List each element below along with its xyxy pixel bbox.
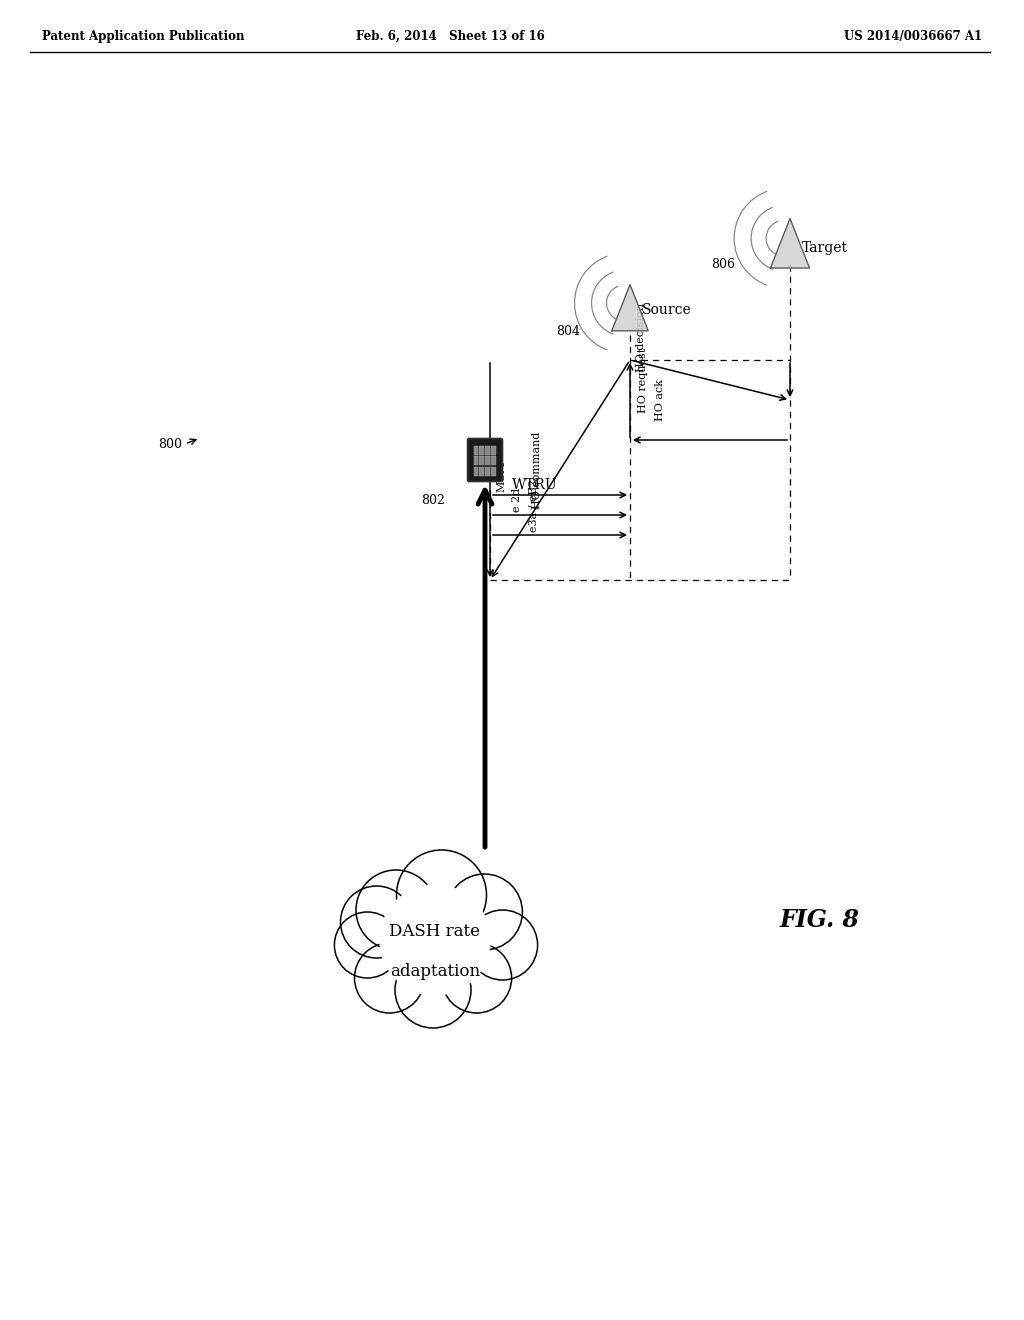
Polygon shape	[770, 219, 810, 268]
Circle shape	[468, 909, 538, 979]
Text: HO command: HO command	[532, 432, 542, 508]
Text: HO ack: HO ack	[655, 379, 665, 421]
Text: HO decision: HO decision	[636, 304, 646, 372]
Text: adaptation: adaptation	[390, 964, 480, 981]
Bar	[473, 446, 478, 455]
Text: e3a / eB2: e3a / eB2	[528, 479, 538, 532]
Bar	[479, 457, 484, 465]
Text: MCM: MCM	[496, 461, 506, 492]
Text: FIG. 8: FIG. 8	[780, 908, 860, 932]
Text: HO request: HO request	[638, 347, 648, 413]
Text: DASH rate: DASH rate	[389, 924, 480, 940]
Text: US 2014/0036667 A1: US 2014/0036667 A1	[844, 30, 982, 44]
Circle shape	[341, 886, 413, 958]
Circle shape	[396, 850, 486, 940]
Circle shape	[395, 952, 471, 1028]
Text: 806: 806	[711, 259, 735, 272]
Text: 804: 804	[556, 326, 580, 338]
Text: 800: 800	[158, 438, 182, 451]
Text: e 2d: e 2d	[512, 488, 522, 512]
Circle shape	[335, 912, 400, 978]
Bar	[485, 467, 489, 475]
Text: WTRU: WTRU	[512, 478, 558, 492]
Bar	[473, 467, 478, 475]
Circle shape	[446, 874, 522, 950]
Bar	[473, 457, 478, 465]
Polygon shape	[611, 285, 648, 331]
Bar	[490, 457, 496, 465]
Circle shape	[441, 942, 512, 1012]
FancyBboxPatch shape	[468, 438, 503, 482]
Text: Patent Application Publication: Patent Application Publication	[42, 30, 245, 44]
Bar	[490, 467, 496, 475]
Bar	[485, 457, 489, 465]
Circle shape	[354, 942, 425, 1012]
Circle shape	[380, 884, 490, 995]
Bar	[485, 446, 489, 455]
Bar	[479, 467, 484, 475]
Text: Target: Target	[802, 242, 848, 255]
Text: Feb. 6, 2014   Sheet 13 of 16: Feb. 6, 2014 Sheet 13 of 16	[355, 30, 545, 44]
Bar	[479, 446, 484, 455]
Circle shape	[356, 870, 436, 950]
Bar	[490, 446, 496, 455]
Text: 802: 802	[421, 494, 445, 507]
Text: Source: Source	[642, 304, 692, 317]
